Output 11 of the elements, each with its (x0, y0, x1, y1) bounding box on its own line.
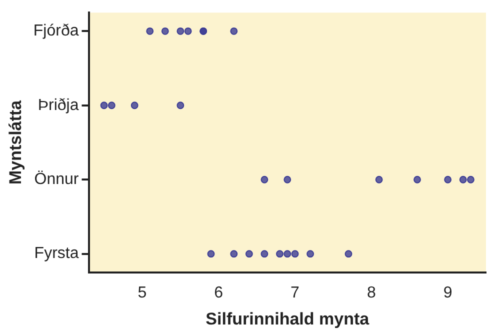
y-tick-label: Önnur (34, 170, 80, 188)
x-tick-label: 8 (366, 284, 376, 302)
y-axis-title: Myntslátta (6, 100, 25, 185)
x-axis-title: Silfurinnihald mynta (206, 309, 370, 328)
x-tick-label: 5 (138, 284, 147, 302)
x-tick-label: 7 (290, 284, 300, 302)
y-tick-label: Fjórða (33, 22, 79, 40)
y-tick-label: Fyrsta (34, 245, 79, 262)
x-tick-label: 6 (214, 284, 224, 302)
x-tick-label: 9 (443, 284, 452, 302)
y-tick-label: Þriðja (38, 96, 79, 114)
